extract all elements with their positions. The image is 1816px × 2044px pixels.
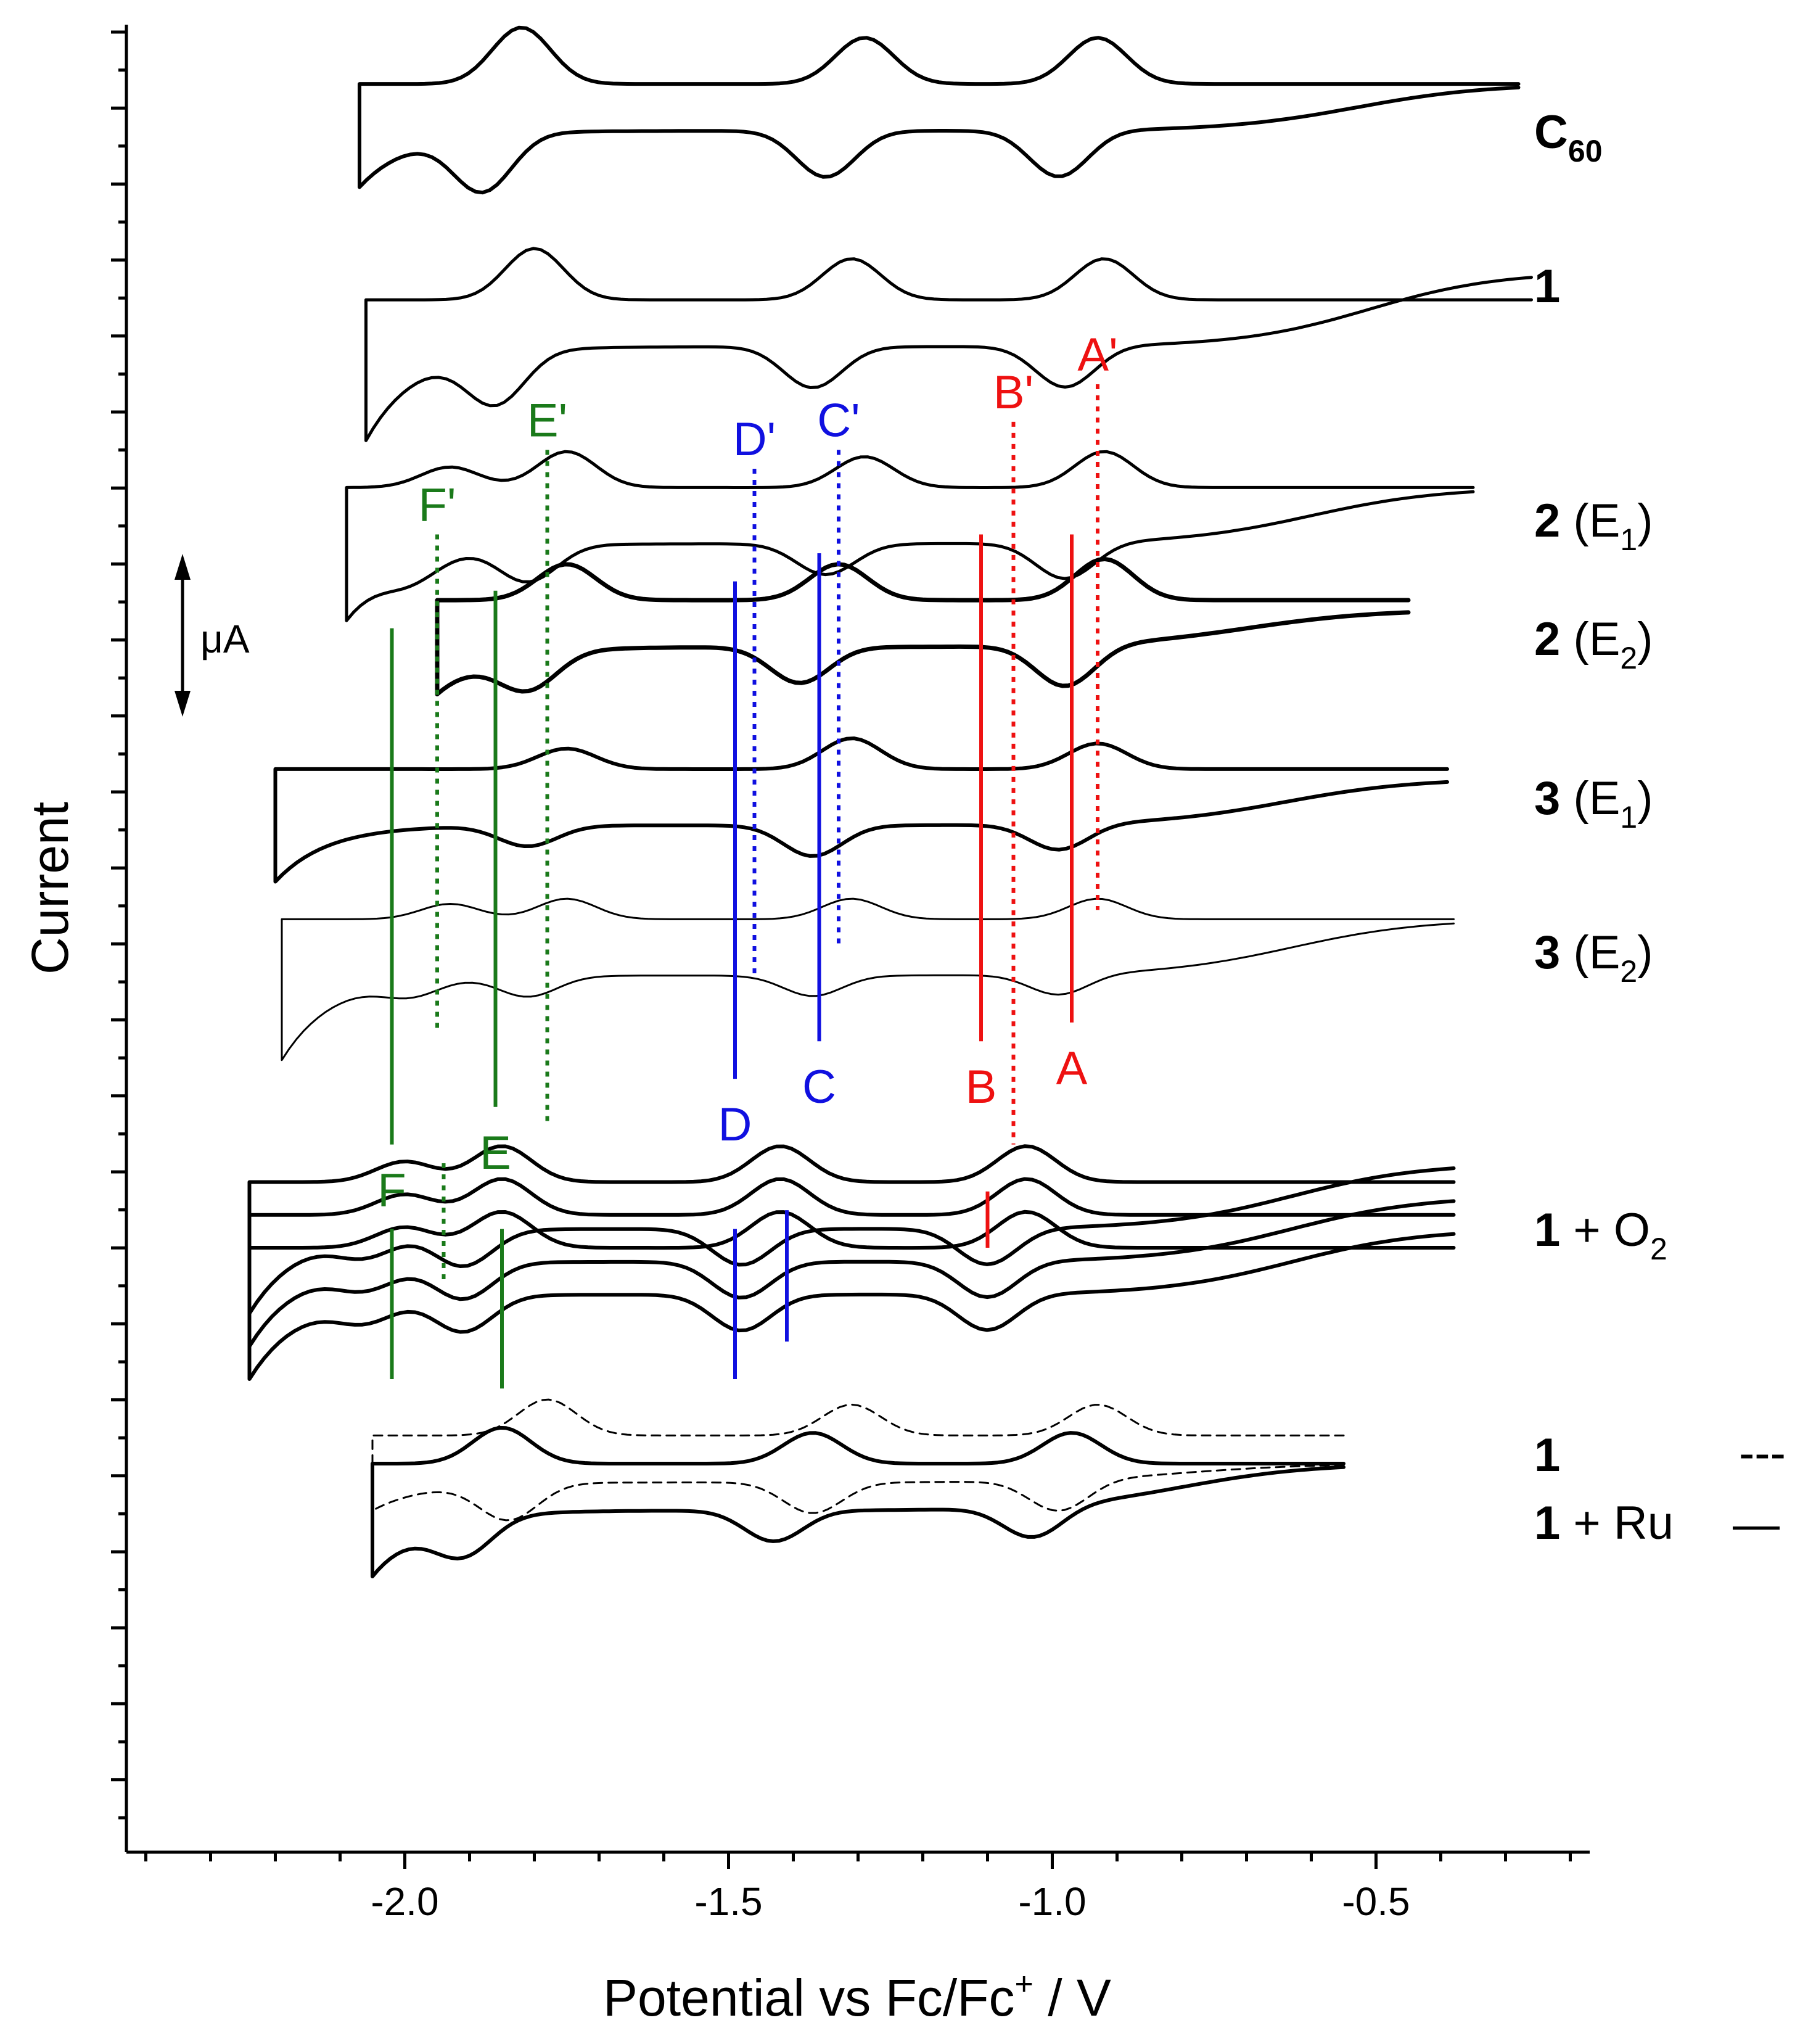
- cv-curve: [247, 1144, 1456, 1316]
- peak-label: A': [1077, 329, 1117, 381]
- legend-item-1-label: 1: [1534, 1429, 1560, 1481]
- series-label: 2 (E2): [1534, 613, 1653, 675]
- peak-label: E': [527, 395, 567, 447]
- series-label: 1: [1534, 260, 1560, 313]
- y-ticks: [111, 30, 126, 1819]
- x-axis-title-unit: / V: [1033, 1969, 1111, 2027]
- series-label: 1 + O2: [1534, 1204, 1667, 1266]
- x-axis-title-sup: +: [1015, 1966, 1033, 2002]
- series-label: 3 (E2): [1534, 926, 1653, 989]
- cv-curve: [435, 556, 1411, 697]
- series-label: 3 (E1): [1534, 772, 1653, 834]
- x-tick-label: -1.5: [694, 1879, 762, 1924]
- peak-label: B': [993, 366, 1033, 419]
- scale-bar: μA: [175, 554, 250, 717]
- peak-labels: A' B' C' D' E' F' A B CD E F: [377, 329, 1117, 1217]
- series-label: C60: [1534, 106, 1603, 168]
- cv-curve: [281, 897, 1455, 1061]
- x-ticks: [144, 1852, 1572, 1869]
- cv-curve: [371, 1398, 1345, 1522]
- peak-label: D: [718, 1098, 752, 1151]
- peak-label: F': [419, 479, 456, 532]
- cv-curve: [247, 1210, 1456, 1381]
- peak-label: A: [1056, 1042, 1088, 1095]
- x-tick-labels: -2.0 -1.5 -1.0 -0.5: [371, 1879, 1410, 1924]
- cv-curve: [273, 736, 1449, 884]
- cv-curve: [371, 1425, 1346, 1578]
- x-tick-label: -2.0: [371, 1879, 438, 1924]
- peak-label: E: [480, 1127, 511, 1179]
- x-axis-title-main: Potential vs Fc/Fc: [603, 1969, 1015, 2027]
- legend: 1 --- —: [1534, 1427, 1786, 1551]
- cv-curve: [247, 1177, 1456, 1348]
- peak-label: F: [377, 1164, 406, 1217]
- x-tick-label: -0.5: [1342, 1879, 1410, 1924]
- series-labels: C60 1 2 (E1) 2 (E2) 3 (E1) 3 (E2) 1 + O2 1 + Ru: [1534, 106, 1674, 1549]
- cv-curve: [358, 25, 1521, 195]
- cv-curve: [345, 450, 1475, 622]
- series-label: 1 + Ru: [1534, 1497, 1674, 1549]
- legend-item-1-style: ---: [1739, 1427, 1786, 1480]
- peak-label: C': [817, 395, 860, 447]
- y-axis-title: Current: [21, 802, 79, 975]
- peak-label: C: [802, 1061, 836, 1113]
- legend-item-2-style: —: [1733, 1498, 1780, 1551]
- peak-label: D': [733, 413, 776, 466]
- scale-bar-label: μA: [200, 617, 250, 661]
- peak-lines: [390, 384, 1099, 1389]
- cv-curve: [364, 247, 1533, 442]
- scale-bar-down-arrow-icon: [175, 691, 191, 717]
- peak-label: B: [966, 1061, 997, 1113]
- x-axis-title: Potential vs Fc/Fc+ / V: [603, 1966, 1111, 2027]
- series-label: 2 (E1): [1534, 495, 1653, 557]
- curves: [247, 25, 1533, 1578]
- x-tick-label: -1.0: [1018, 1879, 1086, 1924]
- scale-bar-up-arrow-icon: [175, 554, 191, 580]
